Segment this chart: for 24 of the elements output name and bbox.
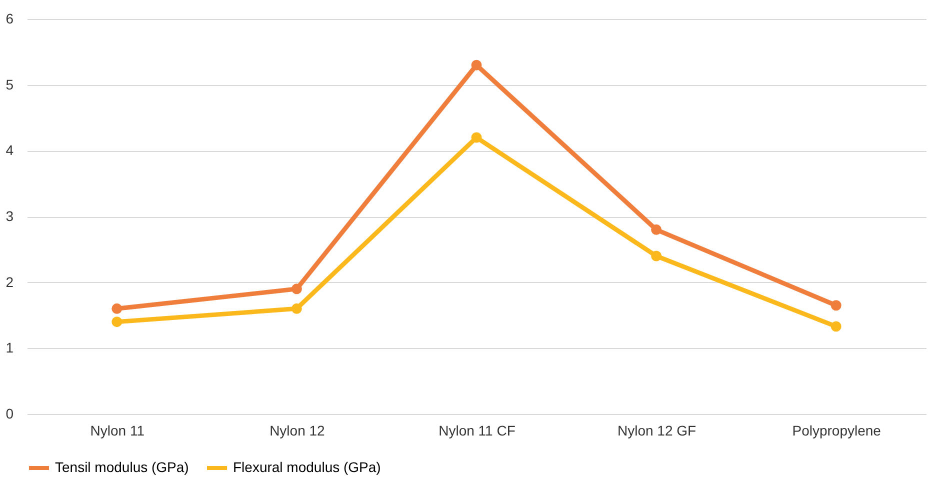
y-tick-label: 2 bbox=[6, 274, 14, 290]
x-tick-label: Nylon 12 bbox=[270, 422, 326, 438]
point bbox=[112, 303, 122, 314]
x-tick-label: Nylon 11 bbox=[90, 422, 145, 438]
point bbox=[112, 316, 122, 328]
legend-label: Flexural modulus (GPa) bbox=[233, 459, 381, 475]
point bbox=[830, 321, 842, 332]
point bbox=[651, 224, 662, 235]
x-tick-label: Nylon 11 CF bbox=[438, 422, 516, 438]
y-tick-label: 4 bbox=[6, 142, 14, 158]
point bbox=[651, 250, 662, 262]
point bbox=[291, 284, 302, 294]
y-tick-label: 5 bbox=[6, 76, 14, 92]
x-tick-label: Nylon 12 GF bbox=[618, 422, 696, 438]
y-tick-label: 6 bbox=[6, 10, 14, 26]
point bbox=[830, 300, 842, 311]
point bbox=[471, 132, 482, 143]
y-tick-label: 1 bbox=[6, 340, 14, 356]
y-tick-label: 3 bbox=[6, 208, 14, 224]
point bbox=[291, 303, 302, 314]
y-tick-label: 0 bbox=[6, 406, 14, 422]
x-tick-label: Polypropylene bbox=[792, 422, 882, 438]
legend-label: Tensil modulus (GPa) bbox=[55, 459, 189, 475]
point bbox=[471, 60, 482, 70]
